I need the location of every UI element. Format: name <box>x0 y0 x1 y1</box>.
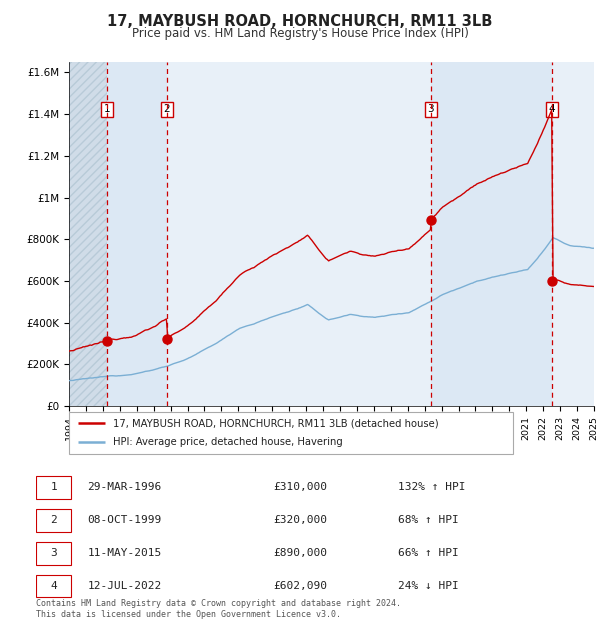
Text: 2: 2 <box>50 515 57 525</box>
Text: 68% ↑ HPI: 68% ↑ HPI <box>398 515 458 525</box>
Text: £890,000: £890,000 <box>274 548 328 558</box>
Text: 4: 4 <box>549 105 556 115</box>
Text: £602,090: £602,090 <box>274 581 328 591</box>
Text: Price paid vs. HM Land Registry's House Price Index (HPI): Price paid vs. HM Land Registry's House … <box>131 27 469 40</box>
Text: 2: 2 <box>163 105 170 115</box>
FancyBboxPatch shape <box>69 412 513 454</box>
Text: 24% ↓ HPI: 24% ↓ HPI <box>398 581 458 591</box>
Text: HPI: Average price, detached house, Havering: HPI: Average price, detached house, Have… <box>113 438 343 448</box>
FancyBboxPatch shape <box>36 542 71 565</box>
Text: 3: 3 <box>50 548 57 558</box>
Bar <box>107 62 167 406</box>
Bar <box>552 62 594 406</box>
Text: 11-MAY-2015: 11-MAY-2015 <box>88 548 161 558</box>
Text: 29-MAR-1996: 29-MAR-1996 <box>88 482 161 492</box>
FancyBboxPatch shape <box>36 509 71 532</box>
FancyBboxPatch shape <box>36 575 71 598</box>
FancyBboxPatch shape <box>36 476 71 499</box>
Text: £320,000: £320,000 <box>274 515 328 525</box>
Bar <box>431 62 552 406</box>
Text: 3: 3 <box>427 105 434 115</box>
Text: 1: 1 <box>103 105 110 115</box>
Text: Contains HM Land Registry data © Crown copyright and database right 2024.
This d: Contains HM Land Registry data © Crown c… <box>36 600 401 619</box>
Text: 17, MAYBUSH ROAD, HORNCHURCH, RM11 3LB (detached house): 17, MAYBUSH ROAD, HORNCHURCH, RM11 3LB (… <box>113 418 439 428</box>
Text: 4: 4 <box>50 581 57 591</box>
Text: £310,000: £310,000 <box>274 482 328 492</box>
Text: 66% ↑ HPI: 66% ↑ HPI <box>398 548 458 558</box>
Text: 132% ↑ HPI: 132% ↑ HPI <box>398 482 466 492</box>
Text: 08-OCT-1999: 08-OCT-1999 <box>88 515 161 525</box>
Bar <box>167 62 431 406</box>
Text: 17, MAYBUSH ROAD, HORNCHURCH, RM11 3LB: 17, MAYBUSH ROAD, HORNCHURCH, RM11 3LB <box>107 14 493 29</box>
Bar <box>69 62 107 406</box>
Text: 1: 1 <box>50 482 57 492</box>
Text: 12-JUL-2022: 12-JUL-2022 <box>88 581 161 591</box>
